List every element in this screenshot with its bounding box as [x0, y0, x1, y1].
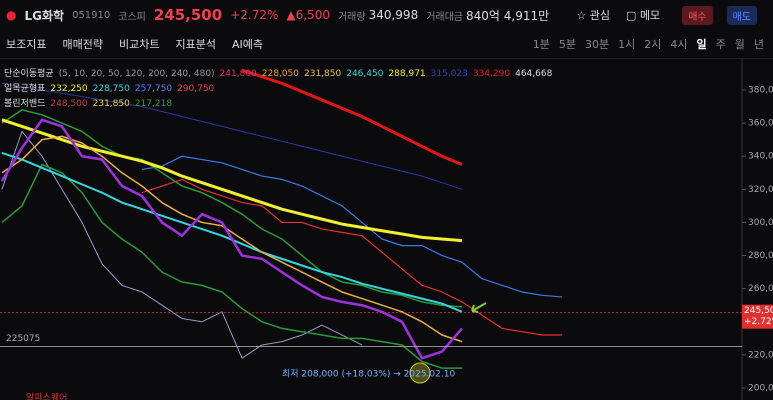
tool-button[interactable]: 비교차트	[118, 38, 160, 51]
footer-brand: 알파스퀘어	[26, 393, 67, 400]
period-button[interactable]: 30분	[585, 38, 610, 51]
series-line	[1, 130, 363, 359]
tool-button[interactable]: 보조지표	[6, 38, 47, 51]
price-tag	[742, 304, 773, 329]
buy-button[interactable]: 매수	[682, 5, 713, 25]
series-line	[1, 118, 463, 243]
sell-button[interactable]: 매도	[726, 5, 757, 25]
indicator-params: (5, 10, 20, 50, 120, 200, 240, 480)	[58, 69, 215, 79]
indicator-value: 248,500	[50, 99, 88, 109]
period-button[interactable]: 월	[734, 38, 745, 51]
tool-button[interactable]: 매매전략	[62, 38, 103, 51]
series-line	[0, 118, 463, 360]
arrow	[471, 302, 487, 313]
indicator-value: 217,218	[134, 99, 173, 109]
indicator-value: 257,750	[134, 84, 173, 94]
indicator-value: 334,290	[472, 69, 511, 79]
indicator-value: 246,450	[346, 69, 384, 79]
y-tick-label: 300,000	[748, 218, 773, 228]
period-button[interactable]: 일	[696, 38, 707, 51]
period-button[interactable]: 5분	[558, 38, 576, 51]
series-line	[141, 155, 563, 298]
indicator-value: 228,750	[92, 84, 130, 94]
watch-label: 관심	[589, 9, 611, 22]
low-annotation: 최저 208,000 (+18.03%) → 2025.02.10	[282, 369, 455, 380]
price: 245,500	[153, 6, 223, 24]
price-tag-change: +2.72%	[744, 317, 773, 327]
indicator-row: 일목균형표 232,250 228,750 257,750 290,750	[4, 81, 219, 94]
y-tick-label: 280,000	[748, 251, 773, 261]
y-tick-label: 200,000	[748, 384, 773, 394]
series-line	[1, 82, 463, 190]
market: 코스피	[118, 11, 146, 23]
series-line	[141, 178, 562, 336]
series-line	[241, 68, 463, 166]
logo: ●	[6, 8, 17, 22]
y-tick-label: 260,000	[748, 284, 773, 294]
price-tag-label: 245,500	[744, 306, 773, 316]
volume-label: 거래량	[337, 11, 366, 23]
watch-button[interactable]: ☆ 관심	[576, 9, 611, 22]
y-tick-label: 220,000	[748, 350, 773, 360]
indicator-value: 232,250	[50, 84, 88, 94]
volume: 340,998	[368, 8, 419, 22]
indicator-value: 290,750	[177, 84, 215, 94]
tool-button[interactable]: AI예측	[231, 38, 263, 51]
period-button[interactable]: 1분	[532, 38, 550, 51]
series-line	[1, 163, 462, 369]
indicator-value: 464,668	[515, 69, 553, 79]
reference-label: 225075	[6, 334, 40, 344]
memo-button[interactable]: ▢ 메모	[626, 9, 661, 22]
y-tick-label: 340,000	[748, 152, 773, 162]
tool-button[interactable]: 지표분석	[175, 38, 216, 51]
period-button[interactable]: 4시	[670, 38, 688, 51]
indicator-value: 231,850	[304, 69, 342, 79]
series-line	[1, 135, 463, 343]
indicator-row: 단순이동평균 (5, 10, 20, 50, 120, 200, 240, 480…	[4, 66, 557, 79]
period-button[interactable]: 1시	[618, 38, 636, 51]
y-tick-label: 320,000	[748, 185, 773, 195]
y-tick-label: 380,000	[748, 86, 773, 96]
toolbar: 보조지표 매매전략 비교차트 지표분석 AI예측 1분 5분 30분 1시 2시 4시 일 주 월 년	[0, 30, 773, 59]
indicator-value: 315,023	[430, 69, 468, 79]
header: ● LG화학 051910 코스피 245,500 +2.72% ▲6,500 …	[0, 0, 773, 30]
series-line	[1, 109, 463, 308]
indicator-value: 228,050	[261, 69, 299, 79]
indicator-name: 일목균형표	[4, 84, 46, 94]
change: ▲6,500	[286, 8, 330, 22]
indicator-value: 288,971	[388, 69, 426, 79]
indicator-value: 231,850	[92, 99, 130, 109]
low-marker	[409, 362, 431, 384]
period-button[interactable]: 2시	[644, 38, 662, 51]
indicator-name: 단순이동평균	[4, 69, 54, 79]
period-button[interactable]: 주	[715, 38, 726, 51]
y-tick-label: 360,000	[748, 119, 773, 129]
change-pct: +2.72%	[230, 8, 279, 22]
stock-code: 051910	[72, 9, 111, 21]
amount: 840억 4,911만	[466, 8, 550, 23]
indicator-name: 볼린저밴드	[4, 99, 46, 109]
memo-label: 메모	[639, 9, 661, 22]
amount-label: 거래대금	[426, 11, 464, 23]
period-button[interactable]: 년	[753, 38, 764, 51]
indicator-row: 볼린저밴드 248,500 231,850 217,218	[4, 96, 177, 109]
indicator-value: 241,800	[219, 69, 257, 79]
stock-name[interactable]: LG화학	[24, 8, 65, 23]
